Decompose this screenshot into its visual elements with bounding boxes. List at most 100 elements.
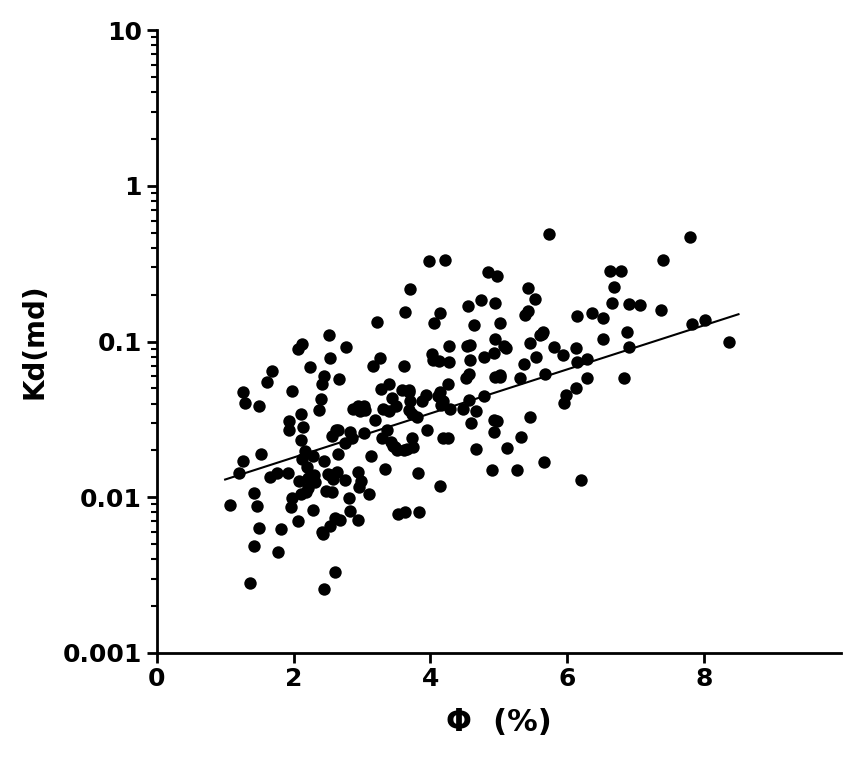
Point: [356, 427, 370, 439]
Point: [223, 499, 237, 511]
Point: [547, 341, 561, 353]
Point: [351, 481, 365, 493]
Point: [523, 411, 536, 423]
Point: [405, 432, 418, 444]
Point: [556, 349, 570, 361]
Point: [386, 440, 400, 452]
Point: [314, 393, 328, 405]
Point: [404, 408, 418, 420]
Point: [497, 340, 511, 352]
Point: [375, 431, 388, 443]
Point: [252, 400, 266, 412]
Point: [433, 481, 447, 493]
Point: [390, 508, 404, 520]
Point: [605, 297, 619, 309]
Point: [406, 441, 420, 453]
Point: [343, 425, 356, 437]
Point: [373, 352, 387, 364]
Point: [313, 403, 326, 415]
Point: [432, 387, 446, 399]
Point: [442, 340, 455, 352]
Point: [463, 417, 477, 429]
Point: [455, 403, 469, 415]
Point: [621, 341, 635, 353]
Point: [602, 265, 616, 277]
Point: [697, 314, 710, 326]
Point: [436, 432, 449, 444]
Point: [398, 306, 412, 318]
Point: [346, 403, 360, 415]
Point: [247, 487, 261, 500]
Point: [345, 431, 359, 443]
Point: [535, 328, 548, 340]
Point: [585, 307, 598, 319]
Point: [632, 299, 646, 311]
Point: [462, 354, 476, 366]
Point: [381, 377, 395, 390]
Point: [402, 384, 416, 396]
Point: [370, 316, 384, 328]
Point: [339, 341, 353, 353]
Point: [321, 468, 335, 480]
Point: [431, 390, 445, 402]
Point: [414, 395, 428, 407]
Point: [573, 474, 587, 486]
Point: [529, 351, 542, 363]
Point: [517, 309, 531, 321]
Point: [263, 471, 277, 484]
Point: [357, 400, 371, 412]
Point: [409, 411, 423, 423]
Point: [307, 469, 321, 481]
Point: [374, 384, 387, 396]
Point: [682, 231, 696, 243]
Point: [301, 472, 315, 484]
Point: [366, 359, 380, 371]
Point: [431, 355, 445, 367]
Point: [462, 393, 476, 406]
Point: [579, 372, 593, 384]
Point: [243, 577, 257, 589]
Point: [458, 372, 472, 384]
Point: [353, 406, 367, 418]
Point: [323, 352, 337, 365]
Point: [489, 271, 503, 283]
Point: [595, 333, 609, 345]
Point: [533, 329, 547, 341]
Point: [316, 528, 330, 540]
Point: [653, 304, 667, 316]
Point: [342, 492, 356, 504]
Point: [438, 254, 452, 266]
Point: [306, 504, 319, 516]
Point: [380, 424, 393, 436]
Point: [474, 293, 487, 305]
Point: [325, 474, 339, 486]
Point: [499, 343, 512, 355]
Point: [492, 371, 506, 383]
Point: [317, 584, 331, 596]
Point: [269, 467, 283, 479]
Point: [327, 512, 341, 524]
Point: [722, 336, 735, 348]
Point: [323, 519, 337, 531]
Point: [468, 443, 482, 456]
Point: [302, 361, 316, 373]
Point: [319, 485, 333, 497]
Point: [606, 280, 620, 293]
Point: [390, 443, 404, 456]
Point: [281, 467, 294, 479]
Point: [394, 384, 408, 396]
Point: [400, 443, 413, 455]
Point: [433, 307, 447, 319]
Point: [384, 436, 398, 448]
Point: [329, 465, 343, 478]
Point: [291, 515, 305, 528]
Point: [317, 455, 331, 467]
Point: [381, 405, 395, 417]
Point: [559, 389, 573, 401]
Point: [520, 305, 534, 317]
Point: [236, 455, 250, 467]
Point: [325, 486, 339, 498]
Point: [282, 415, 295, 428]
Point: [308, 476, 322, 488]
Point: [619, 326, 633, 338]
